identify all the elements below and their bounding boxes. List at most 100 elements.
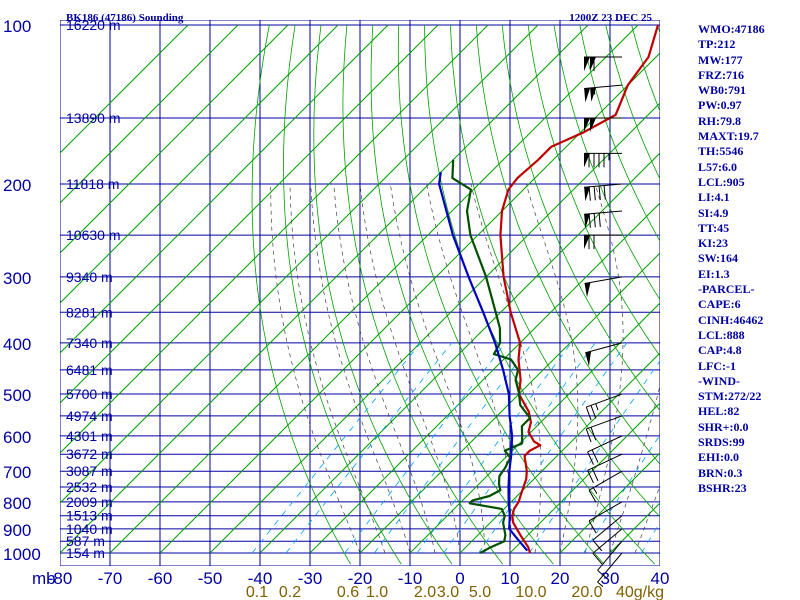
mixing-ratio-line bbox=[374, 342, 533, 554]
wind-barb-staff bbox=[586, 393, 623, 408]
sounding-index: TP:212 bbox=[698, 37, 736, 52]
chart-title: BK186 (47186) Sounding bbox=[66, 12, 184, 24]
mixing-ratio-line bbox=[251, 342, 421, 554]
pressure-tick-label: 100 bbox=[3, 17, 31, 36]
wind-barb bbox=[585, 415, 623, 443]
wind-barb-staff bbox=[584, 183, 623, 188]
wind-barb bbox=[584, 210, 623, 229]
height-label: 1513 m bbox=[66, 508, 113, 524]
wind-barb bbox=[584, 276, 623, 298]
mixing-ratio-label: 20.0 bbox=[571, 584, 602, 600]
dry-adiabat-line bbox=[397, 24, 605, 565]
height-label: 6481 m bbox=[66, 362, 113, 378]
wind-barb-flag bbox=[590, 117, 596, 132]
pressure-tick-label: 200 bbox=[3, 176, 31, 195]
isotherm-line bbox=[259, 152, 660, 554]
isotherm-line bbox=[459, 352, 660, 554]
wind-barb-flag bbox=[590, 57, 596, 72]
wind-barb-feather bbox=[591, 449, 599, 463]
sounding-index: LFC:-1 bbox=[698, 358, 736, 373]
dry-adiabat-line bbox=[424, 24, 656, 565]
height-label: 7340 m bbox=[66, 335, 113, 351]
mixing-ratio-label: 10.0 bbox=[515, 584, 546, 600]
isotherm-line bbox=[60, 24, 539, 504]
wind-barb-half-feather bbox=[595, 403, 599, 411]
sounding-index: LCL:905 bbox=[698, 174, 745, 189]
moist-adiabat-line bbox=[525, 183, 579, 554]
isotherm-line bbox=[109, 24, 639, 554]
wind-barb-feather bbox=[587, 470, 594, 484]
x-tick-label: -60 bbox=[148, 569, 173, 588]
moist-adiabat-line bbox=[470, 183, 542, 554]
isotherm-line bbox=[60, 24, 339, 304]
moist-adiabat-line bbox=[634, 484, 660, 554]
moist-adiabat-line bbox=[333, 183, 436, 554]
mixing-ratio-label: 0.1 bbox=[246, 584, 268, 600]
isotherm-line bbox=[60, 24, 489, 454]
wind-barb-flag bbox=[584, 87, 591, 103]
wind-barb-staff bbox=[584, 276, 623, 285]
wind-barb bbox=[587, 453, 623, 484]
wind-barb-half-feather bbox=[597, 581, 604, 587]
dry-adiabat-line bbox=[501, 24, 660, 412]
x-tick-label: -80 bbox=[48, 569, 73, 588]
height-label: 1040 m bbox=[66, 521, 113, 537]
wind-barb-feather bbox=[593, 213, 596, 228]
dry-adiabat-line bbox=[475, 24, 660, 465]
wind-barb-feather bbox=[588, 213, 591, 228]
height-label: 4301 m bbox=[66, 428, 113, 444]
wind-barb bbox=[585, 342, 623, 367]
sounding-index: -WIND- bbox=[698, 373, 740, 388]
dry-adiabat-line bbox=[283, 24, 402, 565]
wind-barb-staff bbox=[587, 435, 623, 453]
mixing-ratio-label: 1.0 bbox=[366, 584, 388, 600]
dry-adiabat-line bbox=[251, 24, 351, 565]
height-label: 4974 m bbox=[66, 408, 113, 424]
isotherm-line bbox=[60, 24, 389, 354]
wind-barb-staff bbox=[586, 415, 623, 430]
dewpoint-line bbox=[451, 159, 532, 554]
sounding-index: LI:4.1 bbox=[698, 190, 730, 205]
wind-barb-feather bbox=[592, 539, 603, 552]
x-tick-label: 30 bbox=[601, 569, 620, 588]
wind-barb-feather bbox=[597, 569, 609, 580]
wind-barb-flag bbox=[584, 186, 591, 202]
isotherm-line bbox=[359, 252, 660, 554]
moist-adiabat-line bbox=[289, 183, 386, 554]
wind-barb-staff bbox=[597, 540, 623, 571]
wind-barb-feather bbox=[603, 185, 606, 200]
sounding-index: FRZ:716 bbox=[698, 67, 744, 82]
isotherm-line bbox=[559, 452, 660, 554]
temperature-line bbox=[499, 24, 660, 554]
sounding-index: LCL:888 bbox=[698, 327, 745, 342]
x-tick-label: -40 bbox=[248, 569, 273, 588]
moist-adiabat-line bbox=[310, 183, 411, 554]
sounding-index: HEL:82 bbox=[698, 404, 740, 419]
wind-barb-feather bbox=[593, 186, 596, 201]
wind-barb-flag bbox=[584, 213, 591, 229]
x-tick-label: -20 bbox=[348, 569, 373, 588]
sounding-index: CAPE:6 bbox=[698, 297, 741, 312]
x-tick-label: -70 bbox=[98, 569, 123, 588]
indices-panel: WMO:47186 TP:212 MW:177 FRZ:716 WB0:791 PW:0.… bbox=[698, 22, 798, 496]
sounding-index: PW:0.97 bbox=[698, 98, 742, 113]
moist-adiabat-line bbox=[359, 183, 461, 554]
pressure-tick-label: 300 bbox=[3, 269, 31, 288]
wind-barb-feather bbox=[588, 520, 597, 534]
sounding-index: RH:79.8 bbox=[698, 113, 741, 128]
wind-barb bbox=[587, 435, 623, 465]
wind-barb bbox=[588, 470, 623, 503]
mixing-ratio-line bbox=[478, 342, 628, 554]
wind-barb bbox=[597, 540, 623, 580]
moist-adiabat-line bbox=[270, 183, 361, 554]
height-label: 11818 m bbox=[66, 176, 119, 192]
moist-adiabat-line bbox=[584, 183, 624, 554]
height-label: 3672 m bbox=[66, 446, 113, 462]
height-label: 9340 m bbox=[66, 269, 113, 285]
wind-barb-staff bbox=[597, 552, 623, 583]
pressure-tick-label: 600 bbox=[3, 428, 31, 447]
x-tick-label: -10 bbox=[398, 569, 423, 588]
wind-barb-feather bbox=[590, 427, 597, 441]
x-tick-label: -30 bbox=[298, 569, 323, 588]
